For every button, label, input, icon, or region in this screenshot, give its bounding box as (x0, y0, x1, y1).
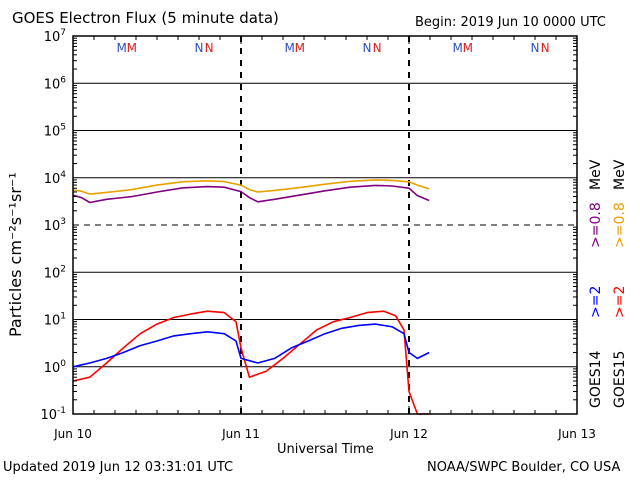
x-axis-title: Universal Time (277, 442, 374, 457)
y-axis-title: Particles cm⁻²s⁻¹sr⁻¹ (6, 172, 25, 337)
chart-frame (72, 35, 578, 415)
legend-goes14-2mev: >=2 (588, 285, 604, 318)
legend-goes14-08mev: >=0.8 (588, 202, 604, 248)
legend-goes14-mev-unit: MeV (588, 159, 604, 190)
orbit-marker: N (363, 41, 372, 55)
orbit-marker: M (127, 41, 137, 55)
x-tick-label: Jun 11 (221, 427, 260, 441)
legend-goes15-2mev: >=2 (612, 285, 628, 318)
satellite-label-goes14: GOES14 (588, 350, 604, 408)
x-tick-label: Jun 12 (389, 427, 428, 441)
y-tick-label: 10-1 (40, 406, 66, 423)
orbit-marker: M (117, 41, 127, 55)
y-tick-label: 107 (44, 28, 66, 45)
series-line (72, 310, 430, 415)
orbit-marker: M (453, 41, 463, 55)
orbit-marker: M (463, 41, 473, 55)
orbit-marker: N (195, 41, 204, 55)
y-tick-label: 106 (44, 75, 67, 92)
satellite-label-goes15: GOES15 (612, 350, 628, 408)
orbit-marker: N (373, 41, 382, 55)
orbit-marker: M (285, 41, 295, 55)
credit-label: NOAA/SWPC Boulder, CO USA (427, 460, 621, 475)
x-tick-label: Jun 13 (557, 427, 596, 441)
chart-title: GOES Electron Flux (5 minute data) (12, 9, 279, 27)
series-line (72, 184, 430, 204)
y-tick-label: 104 (44, 170, 67, 187)
y-tick-label: 103 (44, 217, 66, 234)
legend-goes15-mev-unit: MeV (612, 159, 628, 190)
orbit-marker: N (205, 41, 214, 55)
orbit-marker: N (531, 41, 540, 55)
orbit-marker: N (541, 41, 550, 55)
y-tick-label: 101 (44, 312, 66, 329)
y-tick-label: 102 (44, 264, 66, 281)
chart-grid (73, 36, 577, 414)
plot-border (72, 35, 578, 415)
legend-goes15-08mev: >=0.8 (612, 202, 628, 248)
chart-series (72, 179, 430, 415)
series-line (72, 179, 430, 195)
updated-label: Updated 2019 Jun 12 03:31:01 UTC (3, 460, 234, 475)
series-line (72, 323, 430, 368)
orbit-marker: M (295, 41, 305, 55)
begin-label: Begin: 2019 Jun 10 0000 UTC (415, 15, 606, 30)
chart-tick-labels: 10-1 100 101 102 103 104 105 106 107 Jun 10 Jun 11… (40, 28, 595, 441)
y-tick-label: 105 (44, 123, 66, 140)
y-tick-label: 100 (44, 359, 67, 376)
x-tick-label: Jun 10 (53, 427, 92, 441)
